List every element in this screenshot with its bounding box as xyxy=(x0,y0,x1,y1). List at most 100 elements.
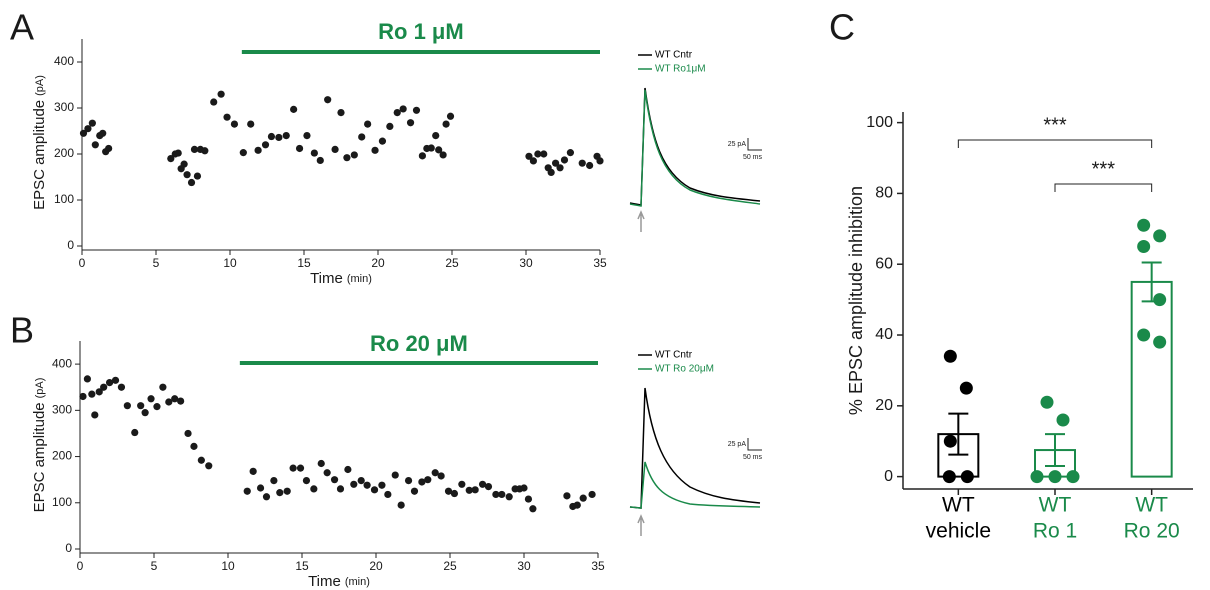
y-tick-label: 200 xyxy=(52,449,72,463)
x-tick-label: 35 xyxy=(593,256,607,270)
data-point xyxy=(960,470,974,484)
data-point xyxy=(410,487,419,495)
data-point xyxy=(336,485,345,493)
data-point xyxy=(450,489,459,498)
data-point xyxy=(79,392,87,401)
data-point xyxy=(424,476,432,484)
y-label: EPSC amplitude xyxy=(31,402,48,512)
significance-label: *** xyxy=(1092,158,1116,180)
legend-label: WT Cntr xyxy=(655,350,693,361)
x-axis-title: Time (min) xyxy=(310,270,372,287)
data-point xyxy=(296,464,305,472)
significance-label: *** xyxy=(1043,114,1067,136)
panel-letter: A xyxy=(10,7,34,48)
data-point xyxy=(91,141,99,149)
data-point xyxy=(174,149,182,157)
data-point xyxy=(205,462,213,470)
data-point xyxy=(223,113,231,121)
data-point xyxy=(310,149,318,157)
data-point xyxy=(520,484,528,492)
x-label-unit: (min) xyxy=(345,576,370,588)
data-point xyxy=(99,129,107,137)
data-point xyxy=(330,476,339,484)
data-point xyxy=(184,429,192,438)
y-label-unit: (pA) xyxy=(34,75,46,96)
y-tick-label: 400 xyxy=(52,356,72,370)
data-point xyxy=(295,144,304,153)
scale-label: 25 pA xyxy=(728,441,747,448)
data-point xyxy=(566,149,575,157)
bar xyxy=(1130,280,1173,478)
data-point xyxy=(378,137,387,145)
data-point xyxy=(1066,470,1080,484)
data-point xyxy=(371,146,379,154)
data-point xyxy=(171,395,179,403)
data-point xyxy=(540,150,548,158)
data-point xyxy=(534,150,542,158)
x-tick-label: 20 xyxy=(371,256,385,270)
y-tick-label: 40 xyxy=(875,326,893,343)
data-point xyxy=(117,383,126,391)
data-point xyxy=(275,133,283,142)
data-point xyxy=(276,489,284,497)
y-tick-label: 0 xyxy=(65,541,72,555)
data-point xyxy=(123,402,131,410)
data-point xyxy=(393,109,401,117)
trace-a xyxy=(629,87,761,232)
drug-label: Ro 20 μM xyxy=(370,331,468,356)
data-point xyxy=(141,409,149,417)
x-tick-label: 5 xyxy=(151,559,158,573)
data-point xyxy=(303,132,311,140)
x-tick-label: 25 xyxy=(445,256,459,270)
y-tick-label: 200 xyxy=(54,146,74,160)
x-axis-title: Time (min) xyxy=(308,573,370,590)
data-point xyxy=(418,152,426,160)
data-point xyxy=(384,490,392,499)
data-point xyxy=(331,145,339,153)
significance-bracket xyxy=(1054,183,1153,192)
data-point xyxy=(492,490,500,499)
data-point xyxy=(435,146,443,154)
x-tick-label: 20 xyxy=(369,559,383,573)
data-point xyxy=(79,129,88,137)
trace-b xyxy=(629,387,761,536)
data-point xyxy=(105,144,113,153)
trace xyxy=(629,89,761,207)
data-point xyxy=(444,487,453,495)
data-point xyxy=(358,133,366,141)
data-point xyxy=(1137,218,1151,232)
data-point xyxy=(556,164,564,172)
data-point xyxy=(412,106,421,114)
data-point xyxy=(391,471,399,479)
data-point xyxy=(498,490,506,499)
data-point xyxy=(399,105,407,113)
data-point xyxy=(137,402,145,410)
data-point xyxy=(1153,335,1167,349)
x-tick-label: 35 xyxy=(591,559,605,573)
scale-bar xyxy=(747,438,762,451)
data-point xyxy=(552,159,560,167)
data-point xyxy=(458,480,466,488)
data-point xyxy=(563,492,571,500)
data-point xyxy=(442,120,450,128)
data-point xyxy=(310,485,318,493)
data-point xyxy=(267,132,276,141)
y-tick-label: 100 xyxy=(52,495,72,509)
data-point xyxy=(249,467,257,475)
x-tick-label: WT xyxy=(942,494,975,517)
data-point xyxy=(88,390,96,398)
data-point xyxy=(1056,413,1070,427)
data-point xyxy=(547,168,555,176)
data-point xyxy=(357,476,365,485)
y-tick-label: 60 xyxy=(875,255,893,272)
data-point xyxy=(83,375,91,383)
data-point xyxy=(529,505,537,513)
data-point xyxy=(190,145,199,153)
data-point xyxy=(1137,328,1151,342)
data-point xyxy=(343,154,351,162)
data-point xyxy=(167,155,175,163)
data-point xyxy=(256,484,265,492)
data-point xyxy=(165,398,173,406)
data-point xyxy=(439,151,447,159)
